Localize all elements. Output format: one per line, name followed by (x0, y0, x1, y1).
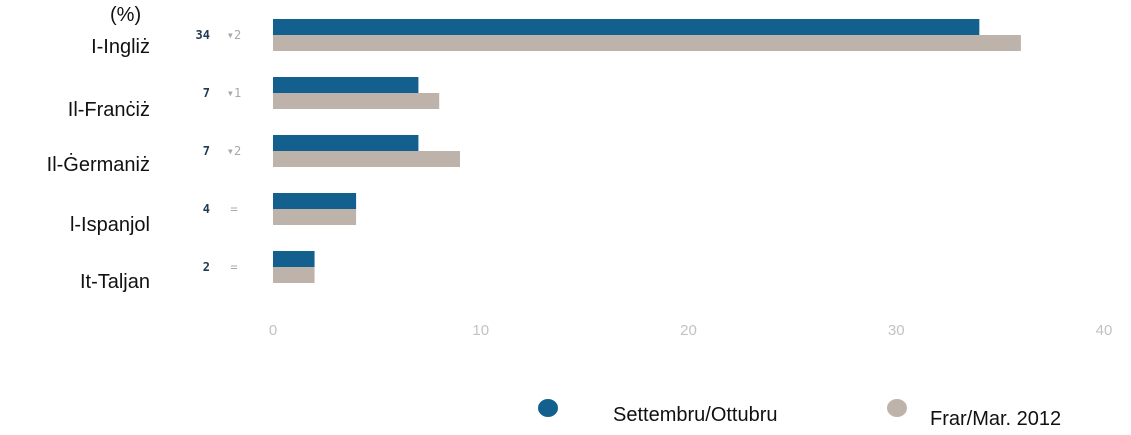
legend-marker-series-1 (538, 399, 558, 417)
legend-label-series-2: Frar/Mar. 2012 (930, 408, 1061, 430)
x-tick-label-2: 10 (472, 322, 489, 339)
bar-settembru-ottubru-2 (273, 77, 419, 93)
x-tick-label-3: 20 (680, 322, 697, 339)
bar-settembru-ottubru-1 (273, 19, 980, 35)
bars-group (273, 19, 1021, 283)
legend: Settembru/Ottubru Frar/Mar. 2012 (538, 399, 1061, 430)
bar-settembru-ottubru-5 (273, 251, 315, 267)
bar-settembru-ottubru-3 (273, 135, 419, 151)
bar-frar-mar-2012-5 (273, 267, 315, 283)
change-label-2: ▾1 (227, 86, 241, 100)
bar-frar-mar-2012-1 (273, 35, 1021, 51)
category-labels: I-Ingliż Il-Franċiż Il-Ġermaniż l-Ispanjol I… (47, 36, 150, 293)
bar-frar-mar-2012-2 (273, 93, 440, 109)
value-label-4: 4 (203, 202, 210, 216)
change-label-1: ▾2 (227, 28, 241, 42)
value-labels: 34 ▾2 7 ▾1 7 ▾2 4 = 2 = (196, 28, 242, 274)
bar-frar-mar-2012-3 (273, 151, 460, 167)
unit-label: (%) (110, 4, 141, 26)
value-label-5: 2 (203, 260, 210, 274)
change-label-3: ▾2 (227, 144, 241, 158)
legend-marker-series-2 (887, 399, 907, 417)
x-tick-label-1: 0 (269, 322, 277, 339)
category-label-5: It-Taljan (80, 271, 150, 293)
bar-settembru-ottubru-4 (273, 193, 357, 209)
change-label-4: = (230, 202, 237, 216)
value-label-1: 34 (196, 28, 210, 42)
category-label-4: l-Ispanjol (70, 214, 150, 236)
value-label-3: 7 (203, 144, 210, 158)
x-axis-ticks: 0 10 20 30 40 (269, 322, 1113, 339)
change-label-5: = (230, 260, 237, 274)
legend-label-series-1: Settembru/Ottubru (613, 404, 778, 426)
category-label-2: Il-Franċiż (68, 99, 150, 121)
x-tick-label-4: 30 (888, 322, 905, 339)
x-tick-label-5: 40 (1096, 322, 1113, 339)
category-label-3: Il-Ġermaniż (47, 153, 150, 176)
category-label-1: I-Ingliż (91, 36, 150, 58)
value-label-2: 7 (203, 86, 210, 100)
bar-frar-mar-2012-4 (273, 209, 357, 225)
